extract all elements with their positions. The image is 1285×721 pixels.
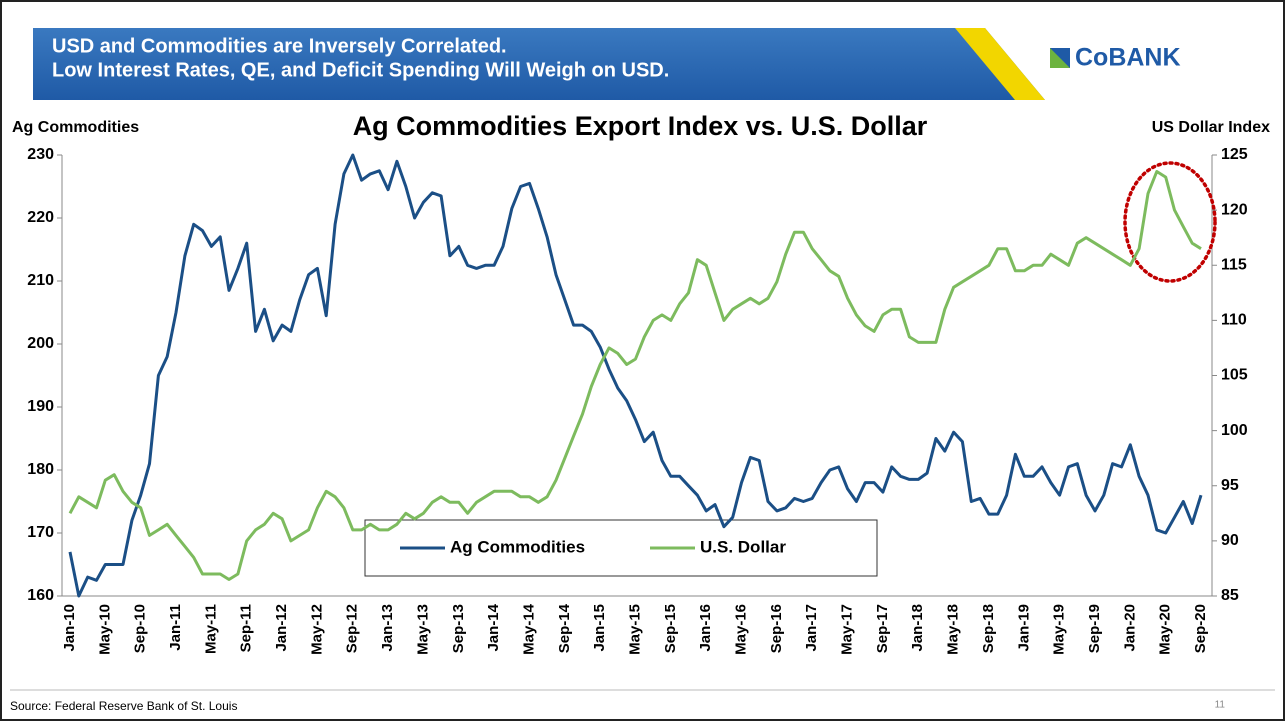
x-tick-label: Jan-17 [803, 604, 820, 652]
logo-text: CoBANK [1075, 44, 1181, 72]
x-tick-label: May-14 [520, 603, 537, 655]
x-tick-label: May-12 [308, 604, 325, 655]
x-tick-label: Sep-19 [1086, 604, 1103, 653]
y2-tick-label: 115 [1221, 256, 1247, 273]
highlight-ellipse [1123, 161, 1217, 283]
legend-label: U.S. Dollar [700, 537, 786, 556]
x-tick-label: May-20 [1157, 604, 1174, 655]
x-tick-label: May-10 [96, 604, 113, 655]
x-tick-label: Jan-12 [273, 604, 290, 652]
x-tick-label: Sep-18 [980, 604, 997, 653]
x-tick-label: May-17 [839, 604, 856, 655]
x-tick-label: Sep-10 [132, 604, 149, 653]
y-tick-label: 160 [27, 587, 54, 604]
chart-title: Ag Commodities Export Index vs. U.S. Dol… [353, 111, 928, 141]
y-tick-label: 220 [27, 209, 54, 226]
x-tick-label: May-13 [414, 604, 431, 655]
x-tick-label: Jan-15 [591, 604, 608, 652]
source: Source: Federal Reserve Bank of St. Loui… [10, 699, 237, 713]
y-tick-label: 170 [27, 524, 54, 541]
header-banner [33, 28, 1045, 100]
x-tick-label: Sep-20 [1192, 604, 1209, 653]
y2-tick-label: 90 [1221, 532, 1239, 549]
legend-box [364, 519, 878, 577]
y-tick-label: 200 [27, 335, 54, 352]
x-tick-label: Sep-13 [450, 604, 467, 653]
x-tick-label: Jan-19 [1015, 604, 1032, 652]
x-tick-label: May-16 [733, 604, 750, 655]
x-tick-label: Jan-18 [909, 604, 926, 652]
logo: CoBANK [1050, 44, 1181, 72]
x-tick-label: May-11 [202, 604, 219, 654]
x-tick-label: Sep-15 [662, 604, 679, 653]
x-tick-label: Sep-11 [238, 604, 255, 652]
y2-tick-label: 105 [1221, 367, 1248, 384]
logo-icon [1050, 48, 1070, 68]
legend-label: Ag Commodities [450, 537, 585, 556]
y-axis-title: Ag Commodities [12, 119, 139, 136]
x-tick-label: May-19 [1051, 604, 1068, 655]
header-stripe [955, 28, 1045, 100]
x-tick-label: Jan-11 [167, 604, 184, 651]
y2-tick-label: 95 [1221, 477, 1239, 494]
header-line: Low Interest Rates, QE, and Deficit Spen… [52, 59, 669, 81]
x-tick-label: May-18 [945, 604, 962, 655]
x-tick-label: Sep-14 [556, 603, 573, 653]
x-tick-label: May-15 [626, 604, 643, 655]
page-number: 11 [1215, 700, 1226, 711]
x-tick-label: Jan-10 [61, 604, 78, 652]
header-line: USD and Commodities are Inversely Correl… [52, 35, 507, 57]
x-tick-label: Jan-20 [1121, 604, 1138, 652]
y-tick-label: 210 [27, 272, 54, 289]
y2-tick-label: 125 [1221, 146, 1248, 163]
series-line [68, 153, 1203, 598]
y2-tick-label: 120 [1221, 201, 1248, 218]
x-tick-label: Jan-16 [697, 604, 714, 652]
x-tick-label: Sep-16 [768, 604, 785, 653]
x-tick-label: Jan-13 [379, 604, 396, 652]
y-tick-label: 190 [27, 398, 54, 415]
y-tick-label: 230 [27, 146, 54, 163]
series-line [68, 170, 1202, 581]
x-tick-label: Sep-17 [874, 604, 891, 653]
x-tick-label: Sep-12 [344, 604, 361, 653]
y-tick-label: 180 [27, 461, 54, 478]
y2-tick-label: 85 [1221, 587, 1239, 604]
y2-axis-title: US Dollar Index [1152, 119, 1270, 136]
y2-tick-label: 100 [1221, 422, 1248, 439]
x-tick-label: Jan-14 [485, 603, 502, 651]
y2-tick-label: 110 [1221, 312, 1247, 329]
